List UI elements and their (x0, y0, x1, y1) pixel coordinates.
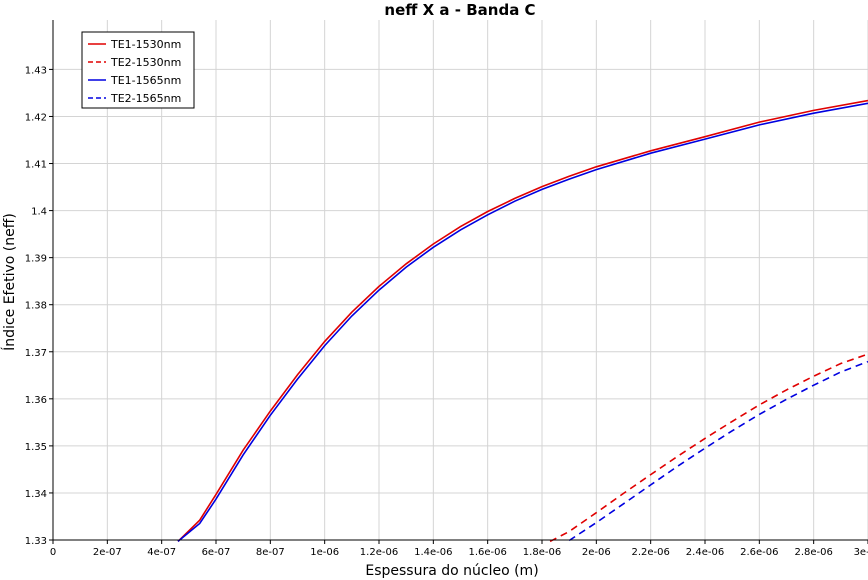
y-axis-label: Índice Efetivo (neff) (1, 213, 18, 351)
y-tick-label: 1.37 (25, 348, 47, 359)
x-tick-label: 1.4e-06 (414, 547, 452, 558)
x-tick-label: 1.8e-06 (523, 547, 561, 558)
y-tick-label: 1.43 (25, 65, 47, 76)
x-tick-label: 2.2e-06 (631, 547, 669, 558)
y-tick-label: 1.4 (31, 207, 47, 218)
x-tick-label: 2.8e-06 (794, 547, 832, 558)
x-tick-label: 2e-07 (93, 547, 122, 558)
y-tick-label: 1.35 (25, 442, 47, 453)
y-tick-label: 1.38 (25, 301, 47, 312)
legend-label: TE2-1565nm (110, 92, 181, 105)
legend-label: TE1-1530nm (110, 38, 181, 51)
x-tick-label: 1.6e-06 (468, 547, 506, 558)
y-ticks: 1.33 1.34 1.35 1.36 1.37 1.38 1.39 1.4 1.41 1.42 1… (25, 65, 53, 547)
legend-label: TE2-1530nm (110, 56, 181, 69)
y-tick-label: 1.36 (25, 395, 47, 406)
x-tick-label: 2.4e-06 (686, 547, 724, 558)
chart-title: neff X a - Banda C (384, 1, 535, 19)
y-tick-label: 1.42 (25, 112, 47, 123)
x-tick-label: 2e-06 (582, 547, 611, 558)
x-tick-label: 6e-07 (202, 547, 231, 558)
x-tick-label: 1.2e-06 (360, 547, 398, 558)
x-tick-label: 3e-06 (854, 547, 868, 558)
series-line-te1-1530nm (177, 99, 868, 542)
x-tick-label: 0 (50, 547, 56, 558)
y-tick-label: 1.41 (25, 160, 47, 171)
y-tick-label: 1.33 (25, 536, 47, 547)
x-tick-label: 4e-07 (147, 547, 176, 558)
y-tick-label: 1.39 (25, 254, 47, 265)
x-ticks: 0 2e-07 4e-07 6e-07 8e-07 1e-06 1.2e-06 1.4e-06… (50, 540, 868, 558)
x-tick-label: 1e-06 (310, 547, 339, 558)
axes (52, 20, 868, 541)
x-axis-label: Espessura do núcleo (m) (365, 563, 538, 579)
x-tick-label: 2.6e-06 (740, 547, 778, 558)
series-line-te1-1565nm (177, 102, 868, 543)
series-layer (177, 99, 868, 543)
x-tick-label: 8e-07 (256, 547, 285, 558)
y-tick-label: 1.34 (25, 489, 47, 500)
series-line-te2-1565nm (568, 360, 868, 542)
legend-label: TE1-1565nm (110, 74, 181, 87)
legend: TE1-1530nm TE2-1530nm TE1-1565nm TE2-1565nm (81, 31, 195, 109)
series-line-te2-1530nm (549, 353, 868, 543)
grid (53, 20, 868, 540)
